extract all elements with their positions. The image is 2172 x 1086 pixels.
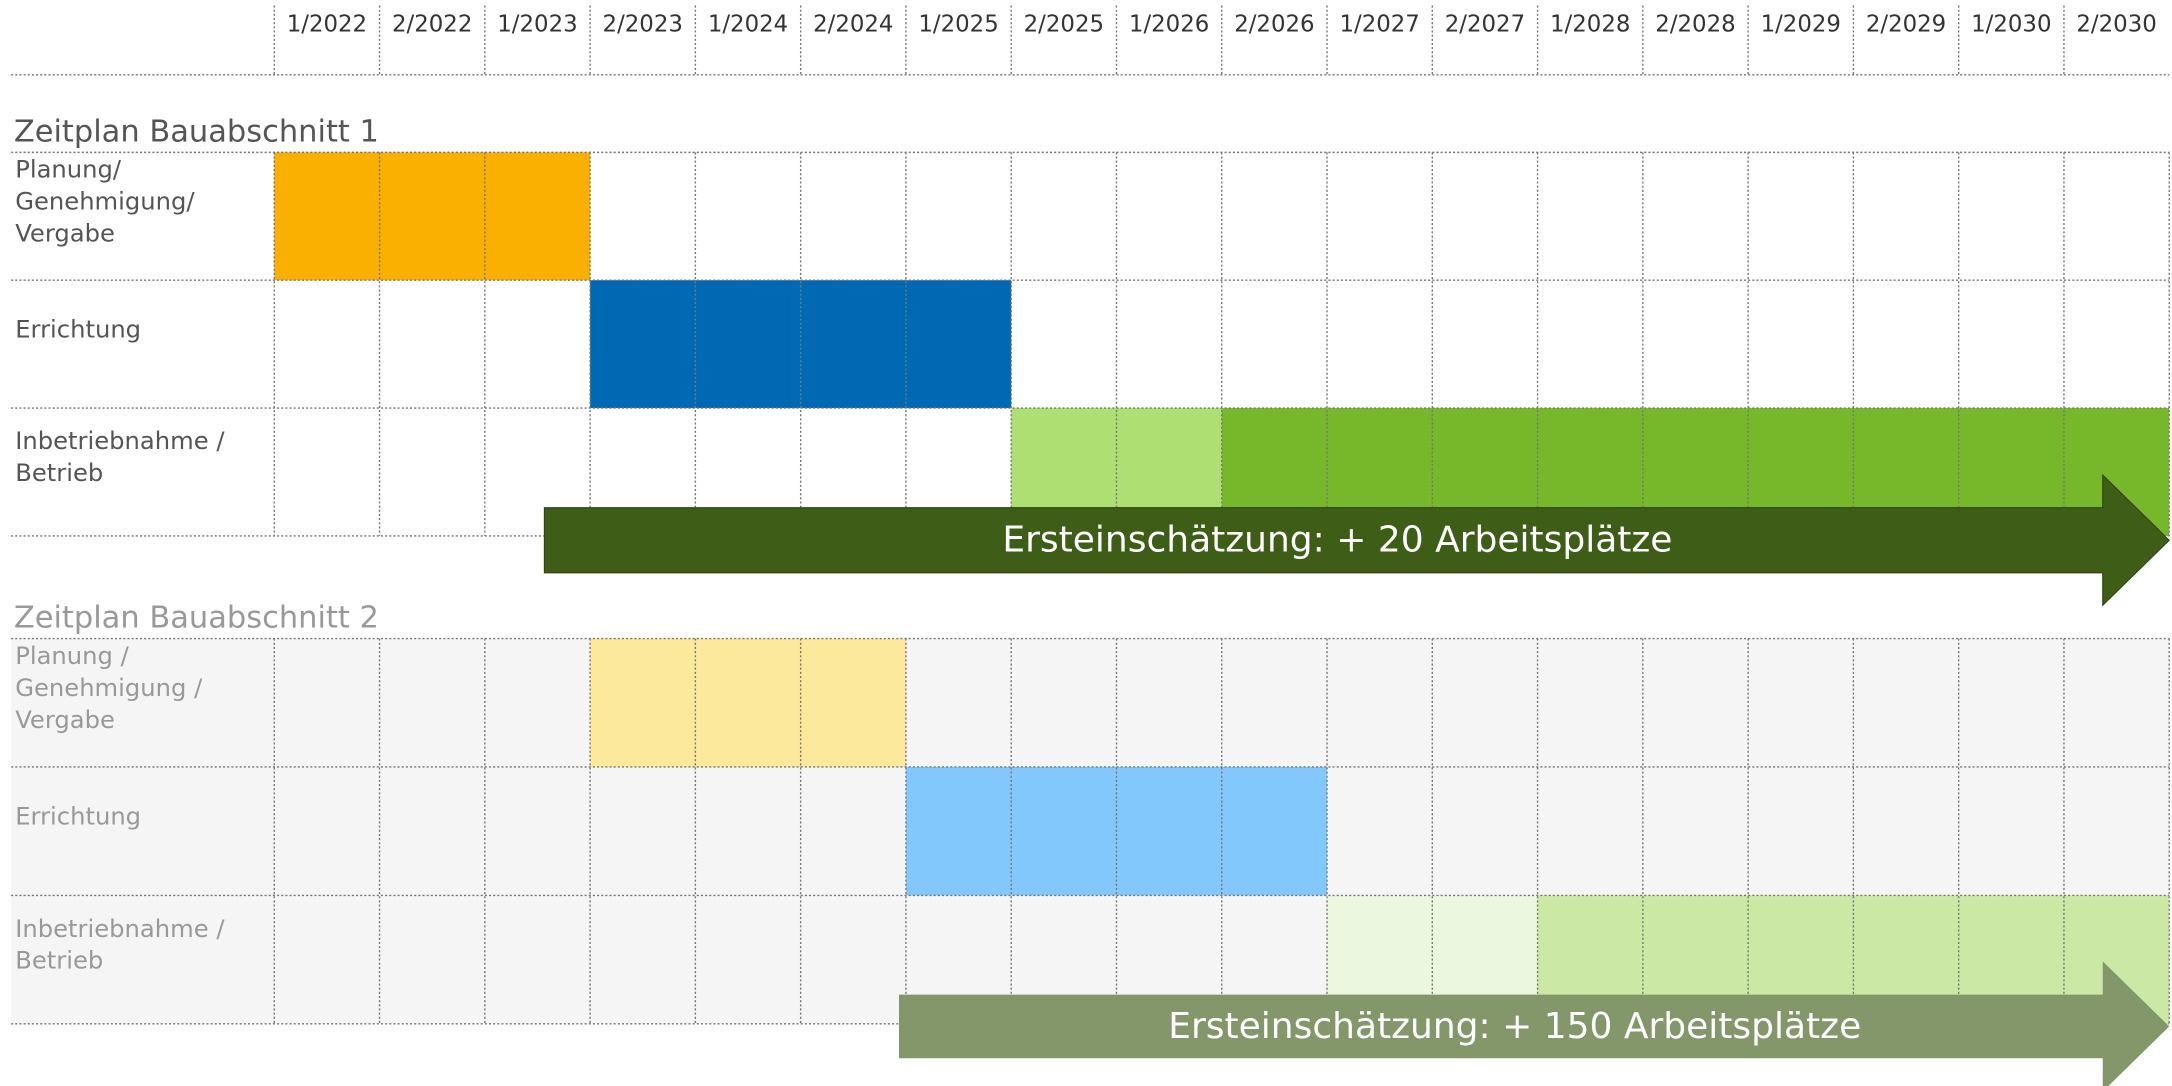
column-label: 1/2023 — [497, 11, 577, 37]
column-label: 1/2028 — [1550, 11, 1630, 37]
column-label: 1/2022 — [287, 11, 367, 37]
column-label: 2/2030 — [2076, 11, 2156, 37]
arrow — [898, 961, 2170, 1086]
column-label: 2/2023 — [603, 11, 683, 37]
column-label: 1/2030 — [1971, 11, 2051, 37]
row-label: Vergabe — [15, 705, 115, 734]
column-label: 1/2026 — [1129, 11, 1209, 37]
row-label: Planung/ — [15, 155, 122, 184]
column-label: 1/2025 — [918, 11, 998, 37]
row-label: Inbetriebnahme / — [15, 914, 225, 943]
column-label: 2/2027 — [1445, 11, 1525, 37]
row-label: Genehmigung/ — [15, 186, 195, 215]
row-label: Errichtung — [15, 314, 141, 343]
phase-bar — [590, 638, 906, 767]
arrow-label: Ersteinschätzung: + 20 Arbeitsplätze — [1002, 520, 1672, 561]
row-label: Inbetriebnahme / — [15, 426, 225, 455]
row-label: Genehmigung / — [15, 673, 203, 702]
row-label: Betrieb — [15, 458, 103, 487]
section-title: Zeitplan Bauabschnitt 1 — [14, 114, 379, 149]
column-label: 1/2024 — [708, 11, 788, 37]
column-label: 2/2026 — [1234, 11, 1314, 37]
column-label: 2/2022 — [392, 11, 472, 37]
arrow-label: Ersteinschätzung: + 150 Arbeitsplätze — [1168, 1006, 1861, 1047]
section-title: Zeitplan Bauabschnitt 2 — [14, 601, 379, 636]
row-label: Vergabe — [15, 218, 115, 247]
column-label: 2/2025 — [1024, 11, 1104, 37]
phase-bar — [274, 152, 591, 281]
column-label: 1/2027 — [1339, 11, 1419, 37]
column-label: 1/2029 — [1761, 11, 1841, 37]
column-label: 2/2028 — [1655, 11, 1735, 37]
column-label: 2/2029 — [1866, 11, 1946, 37]
row-label: Errichtung — [15, 801, 141, 830]
column-label: 2/2024 — [813, 11, 893, 37]
row-label: Planung / — [15, 641, 129, 670]
arrow — [543, 473, 2171, 607]
row-label: Betrieb — [15, 946, 103, 975]
